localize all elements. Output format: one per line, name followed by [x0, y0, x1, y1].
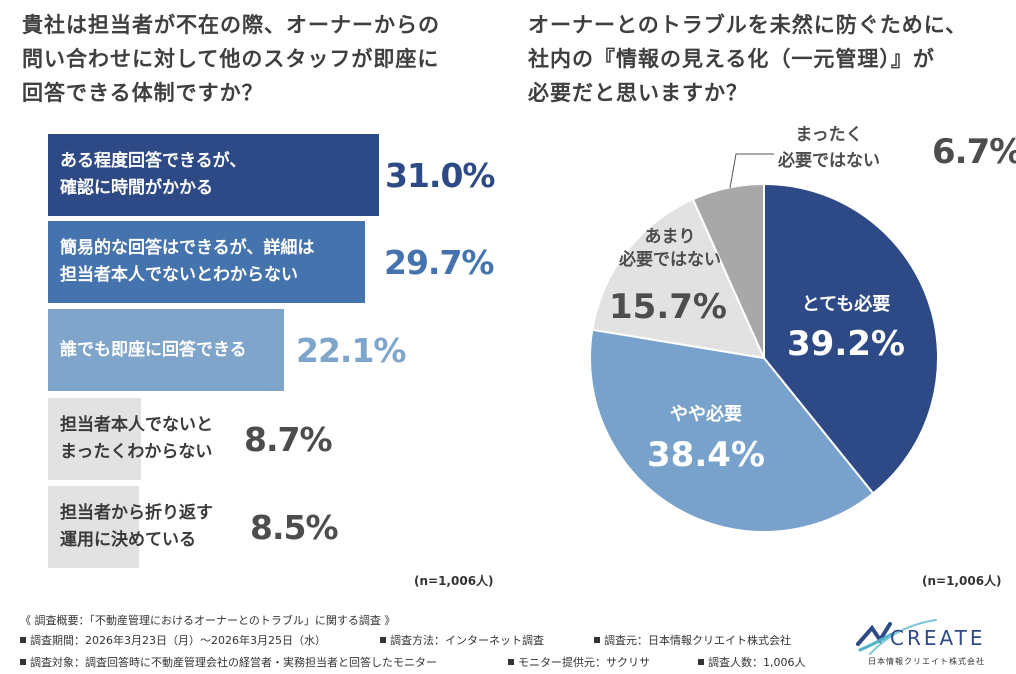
- leader-line: [729, 153, 774, 189]
- bullet-icon: [20, 637, 26, 643]
- pie-slice-label: あまり必要ではない: [618, 227, 721, 270]
- bar: [48, 398, 141, 480]
- pie-slice: [763, 182, 939, 495]
- survey-overview: 《 調査概要：「不動産管理におけるオーナーとのトラブル」に関する調査 》: [20, 614, 396, 627]
- bullet-icon: [698, 659, 704, 665]
- survey-period: 調査期間：2026年3月23日（月）～2026年3月25日（水）: [20, 632, 326, 648]
- survey-count-text: 調査人数：1,006人: [708, 656, 806, 669]
- bar-value-label: 8.7%: [244, 419, 333, 459]
- logo-company: 日本情報クリエイト株式会社: [868, 657, 985, 666]
- survey-target-text: 調査対象：調査回答時に不動産管理会社の経営者・実務担当者と回答したモニター: [30, 656, 437, 669]
- pie-slice: [589, 328, 875, 533]
- survey-target: 調査対象：調査回答時に不動産管理会社の経営者・実務担当者と回答したモニター: [20, 654, 437, 670]
- sample-size-left: (n=1,006人): [414, 574, 494, 588]
- left-question: 貴社は担当者が不在の際、オーナーからの 問い合わせに対して他のスタッフが即座に …: [22, 8, 492, 110]
- pie-slice-label: まったく 必要ではない: [778, 125, 880, 171]
- logo-wordmark: CREATE: [890, 626, 986, 650]
- bar: [48, 221, 365, 303]
- survey-count: 調査人数：1,006人: [698, 654, 806, 670]
- pie-slice-label: やや必要: [670, 403, 742, 425]
- right-question: オーナーとのトラブルを未然に防ぐために、 社内の『情報の見える化（一元管理）』が…: [528, 8, 998, 110]
- right-question-line: 必要だと思いますか？: [528, 81, 748, 105]
- bullet-icon: [20, 659, 26, 665]
- pie-slice-value: 39.2%: [787, 324, 905, 364]
- bar-value-label: 31.0%: [385, 155, 495, 195]
- bar-category-label: 簡易的な回答はできるが、詳細は 担当者本人でないとわからない: [60, 238, 315, 285]
- pie-slice-label: とても必要: [802, 293, 891, 315]
- bar: [48, 134, 379, 216]
- bar-value-label: 29.7%: [384, 242, 494, 282]
- bar: [48, 309, 284, 391]
- bar-category-label: 担当者から折り返す 運用に決めている: [60, 503, 213, 550]
- pie-slice-value: 38.4%: [647, 435, 765, 475]
- bullet-icon: [508, 659, 514, 665]
- create-logo-mark: [856, 619, 937, 655]
- survey-method: 調査方法：インターネット調査: [380, 632, 544, 648]
- bar-category-label: 担当者本人でないと まったくわからない: [60, 415, 213, 462]
- bullet-icon: [594, 637, 600, 643]
- left-question-line: 回答できる体制ですか？: [22, 81, 264, 105]
- pie-slice-value: 15.7%: [609, 287, 727, 327]
- survey-provider: モニター提供元：サクリサ: [508, 654, 650, 670]
- bar: [48, 486, 139, 568]
- right-question-line: オーナーとのトラブルを未然に防ぐために、: [528, 13, 968, 37]
- left-question-line: 貴社は担当者が不在の際、オーナーからの: [22, 13, 440, 37]
- pie-slice: [591, 197, 766, 360]
- survey-source-text: 調査元：日本情報クリエイト株式会社: [604, 634, 791, 647]
- survey-source: 調査元：日本情報クリエイト株式会社: [594, 632, 791, 648]
- pie-slice-value: 6.7%: [932, 132, 1016, 172]
- bar-value-label: 8.5%: [250, 507, 339, 547]
- bullet-icon: [380, 637, 386, 643]
- sample-size-right: (n=1,006人): [922, 574, 1002, 588]
- bar-category-label: 誰でも即座に回答できる: [60, 339, 247, 360]
- right-question-line: 社内の『情報の見える化（一元管理）』が: [528, 47, 935, 71]
- survey-footer: 《 調査概要：「不動産管理におけるオーナーとのトラブル」に関する調査 》 調査期…: [0, 612, 1016, 674]
- survey-method-text: 調査方法：インターネット調査: [390, 634, 544, 647]
- create-logo: CREATE 日本情報クリエイト株式会社: [856, 614, 996, 670]
- left-question-line: 問い合わせに対して他のスタッフが即座に: [22, 47, 440, 71]
- survey-provider-text: モニター提供元：サクリサ: [518, 656, 650, 669]
- bar-category-label: ある程度回答できるが、 確認に時間がかかる: [60, 151, 247, 198]
- pie-slice: [691, 182, 765, 359]
- survey-period-text: 調査期間：2026年3月23日（月）～2026年3月25日（水）: [30, 634, 326, 647]
- bar-value-label: 22.1%: [296, 330, 406, 370]
- pie-chart: とても必要 39.2% やや必要 38.4% あまり必要ではない 15.7%: [589, 153, 939, 533]
